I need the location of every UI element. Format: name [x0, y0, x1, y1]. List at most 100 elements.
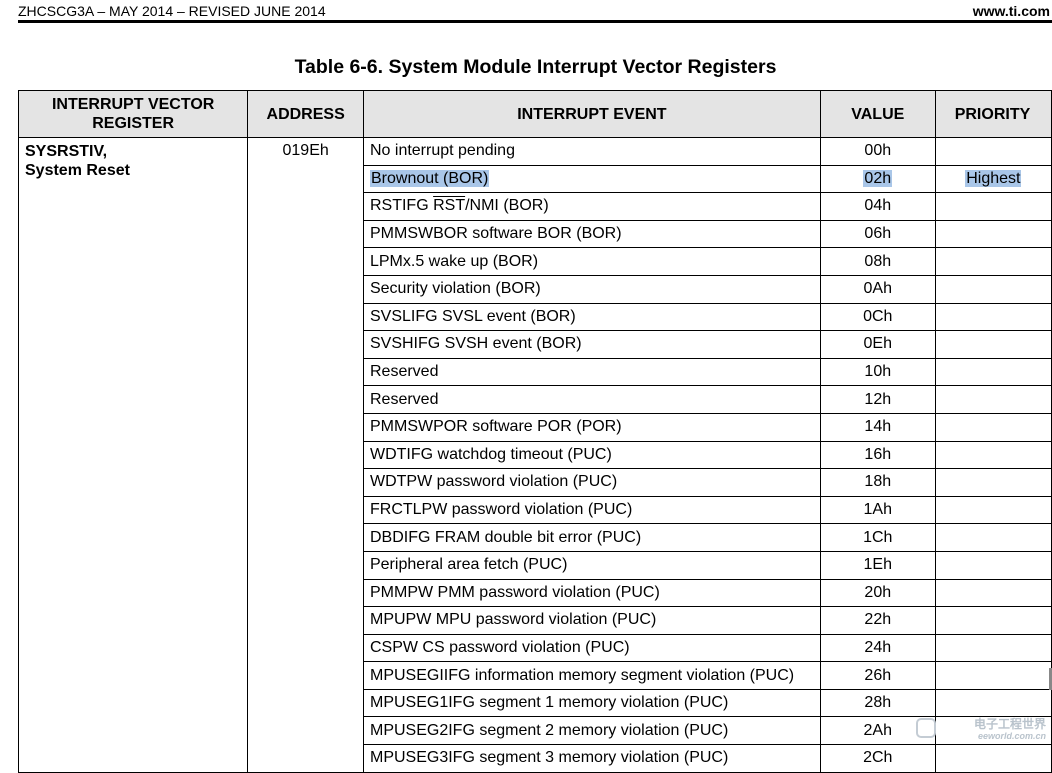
site-url[interactable]: www.ti.com	[972, 3, 1050, 19]
value-cell: 28h	[819, 688, 936, 718]
priority-cell	[934, 495, 1052, 525]
table-row: WDTPW password violation (PUC) 18h	[19, 468, 1052, 497]
priority-cell	[934, 385, 1052, 414]
value-cell: 0Ch	[819, 302, 936, 332]
table-row: PMMPW PMM password violation (PUC) 20h	[19, 578, 1052, 608]
table-row: CSPW CS password violation (PUC) 24h	[19, 633, 1052, 663]
value-cell: 00h	[819, 137, 936, 166]
event-cell: FRCTLPW password violation (PUC)	[362, 495, 821, 525]
event-cell: LPMx.5 wake up (BOR)	[362, 247, 821, 276]
event-cell: Reserved	[362, 357, 821, 387]
table-row: Reserved 12h	[19, 385, 1052, 414]
table-row: PMMSWPOR software POR (POR) 14h	[19, 412, 1052, 442]
value-cell: 1Eh	[819, 550, 936, 580]
priority-cell	[934, 412, 1052, 442]
value-cell: 2Ch	[819, 744, 936, 773]
register-desc: System Reset	[25, 162, 130, 179]
priority-cell	[934, 302, 1052, 332]
scrollbar-edge[interactable]	[1049, 668, 1052, 690]
priority-cell	[934, 550, 1052, 580]
value-cell: 14h	[819, 412, 936, 442]
header-rule	[18, 20, 1052, 23]
event-cell: MPUSEG2IFG segment 2 memory violation (P…	[362, 716, 821, 746]
overline-text: RST	[433, 197, 466, 215]
table-row: Peripheral area fetch (PUC) 1Eh	[19, 550, 1052, 580]
value-cell: 18h	[819, 468, 936, 497]
priority-cell	[934, 192, 1052, 221]
col-header-priority: PRIORITY	[934, 90, 1052, 138]
value-cell: 0Ah	[819, 274, 936, 304]
watermark-logo-icon	[916, 718, 936, 738]
priority-cell	[934, 219, 1052, 249]
event-cell: Peripheral area fetch (PUC)	[362, 550, 821, 580]
table-row: Security violation (BOR) 0Ah	[19, 274, 1052, 304]
event-cell: MPUSEGIIFG information memory segment vi…	[362, 661, 821, 690]
priority-cell	[934, 357, 1052, 387]
event-cell: PMMPW PMM password violation (PUC)	[362, 578, 821, 608]
priority-cell	[934, 247, 1052, 276]
register-cell: SYSRSTIV, System Reset	[17, 137, 249, 773]
priority-cell	[934, 330, 1052, 359]
value-cell: 16h	[819, 440, 936, 470]
event-cell: Security violation (BOR)	[362, 274, 821, 304]
table-row: PMMSWBOR software BOR (BOR) 06h	[19, 219, 1052, 249]
value-cell: 08h	[819, 247, 936, 276]
value-cell: 26h	[819, 661, 936, 690]
interrupt-vector-table: INTERRUPT VECTOR REGISTER ADDRESS INTERR…	[17, 90, 1052, 773]
value-cell: 24h	[819, 633, 936, 663]
event-cell: Reserved	[362, 385, 821, 414]
col-header-event: INTERRUPT EVENT	[362, 90, 821, 138]
table-header-row: INTERRUPT VECTOR REGISTER ADDRESS INTERR…	[17, 90, 1052, 138]
priority-cell	[934, 744, 1052, 773]
register-name: SYSRSTIV,	[25, 143, 108, 160]
event-cell: MPUSEG1IFG segment 1 memory violation (P…	[362, 688, 821, 718]
event-cell: WDTPW password violation (PUC)	[362, 468, 821, 497]
watermark-url: eeworld.com.cn	[977, 731, 1046, 741]
table-row: SVSLIFG SVSL event (BOR) 0Ch	[19, 302, 1052, 332]
event-cell: No interrupt pending	[362, 137, 821, 166]
event-cell: PMMSWBOR software BOR (BOR)	[362, 219, 821, 249]
table-row: Reserved 10h	[19, 357, 1052, 387]
event-cell: MPUPW MPU password violation (PUC)	[362, 606, 821, 635]
priority-cell	[934, 523, 1052, 552]
event-cell: SVSHIFG SVSH event (BOR)	[362, 330, 821, 359]
event-cell: MPUSEG3IFG segment 3 memory violation (P…	[362, 744, 821, 773]
event-cell: WDTIFG watchdog timeout (PUC)	[362, 440, 821, 470]
priority-cell	[934, 661, 1052, 690]
event-cell: DBDIFG FRAM double bit error (PUC)	[362, 523, 821, 552]
priority-cell	[934, 440, 1052, 470]
table-row: RSTIFG RST/NMI (BOR) 04h	[19, 192, 1052, 221]
value-cell: 06h	[819, 219, 936, 249]
value-cell: 1Ch	[819, 523, 936, 552]
col-header-address: ADDRESS	[247, 90, 364, 138]
priority-cell	[934, 137, 1052, 166]
table-row: SVSHIFG SVSH event (BOR) 0Eh	[19, 330, 1052, 359]
event-cell: SVSLIFG SVSL event (BOR)	[362, 302, 821, 332]
priority-cell	[934, 633, 1052, 663]
event-cell: PMMSWPOR software POR (POR)	[362, 412, 821, 442]
table-row: LPMx.5 wake up (BOR) 08h	[19, 247, 1052, 276]
event-cell: CSPW CS password violation (PUC)	[362, 633, 821, 663]
table-caption: Table 6-6. System Module Interrupt Vecto…	[294, 56, 777, 78]
event-cell: RSTIFG RST/NMI (BOR)	[362, 192, 821, 221]
table-row: SYSRSTIV, System Reset 019Eh No interrup…	[17, 137, 1052, 773]
document-id: ZHCSCG3A – MAY 2014 – REVISED JUNE 2014	[18, 3, 326, 19]
value-cell: 04h	[819, 192, 936, 221]
value-cell-selected[interactable]: 02h	[863, 169, 893, 187]
address-cell: 019Eh	[247, 137, 364, 773]
priority-cell	[934, 606, 1052, 635]
table-row: MPUSEG1IFG segment 1 memory violation (P…	[19, 688, 1052, 718]
col-header-value: VALUE	[819, 90, 936, 138]
watermark-text: 电子工程世界	[973, 717, 1046, 731]
value-cell: 12h	[819, 385, 936, 414]
value-cell: 20h	[819, 578, 936, 608]
watermark: 电子工程世界 eeworld.com.cn	[916, 718, 1046, 742]
value-cell: 10h	[819, 357, 936, 387]
priority-cell	[934, 274, 1052, 304]
value-cell: 1Ah	[819, 495, 936, 525]
priority-cell	[934, 688, 1052, 718]
table-row: FRCTLPW password violation (PUC) 1Ah	[19, 495, 1052, 525]
event-cell-selected[interactable]: Brownout (BOR)	[369, 169, 490, 187]
priority-cell	[934, 578, 1052, 608]
priority-cell-selected[interactable]: Highest	[965, 169, 1022, 187]
